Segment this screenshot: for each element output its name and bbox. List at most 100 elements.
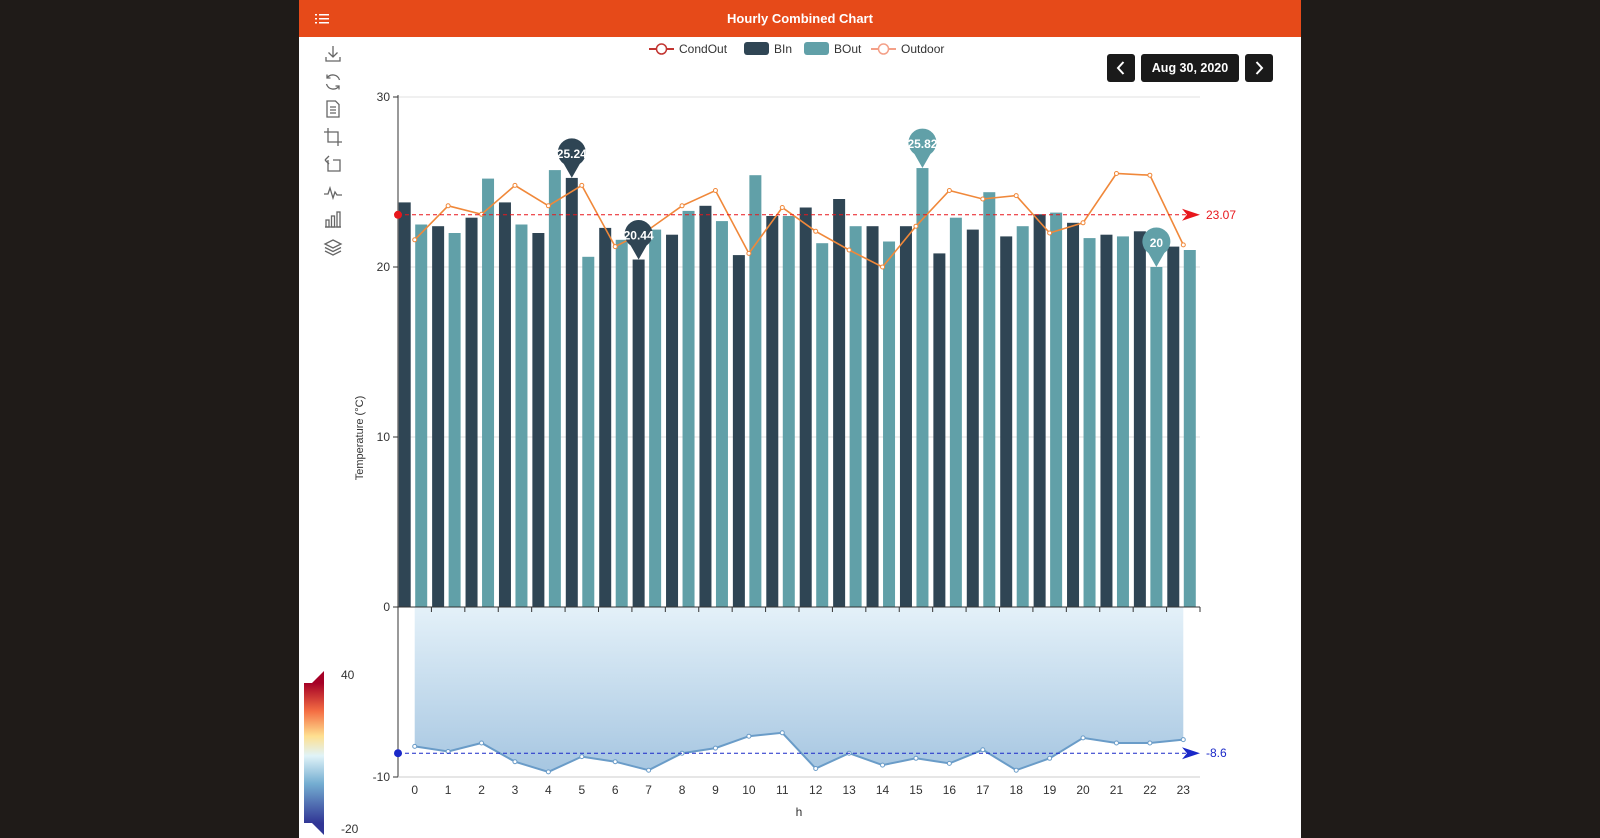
bar-bout[interactable] — [849, 226, 862, 607]
bar-bin[interactable] — [799, 207, 812, 608]
condout-point[interactable] — [1180, 242, 1186, 248]
bar-bout[interactable] — [916, 168, 929, 607]
mark-point-pin[interactable]: 25.24 — [557, 138, 587, 178]
legend-item-condout[interactable]: CondOut — [649, 42, 728, 56]
mark-point-pin[interactable]: 20 — [1142, 227, 1171, 267]
stack-icon[interactable] — [323, 237, 343, 257]
bar-bout[interactable] — [682, 210, 695, 607]
bar-bout[interactable] — [1116, 236, 1129, 607]
condout-point[interactable] — [913, 223, 919, 229]
condout-point[interactable] — [1047, 230, 1053, 236]
bar-bin[interactable] — [565, 177, 578, 608]
outdoor-point[interactable] — [913, 755, 919, 761]
prev-date-button[interactable] — [1107, 54, 1135, 82]
outdoor-point[interactable] — [1180, 737, 1186, 743]
bar-bin[interactable] — [398, 202, 411, 607]
outdoor-point[interactable] — [880, 762, 886, 768]
bar-bout[interactable] — [749, 175, 762, 607]
outdoor-point[interactable] — [1147, 740, 1153, 746]
visual-map-max-handle[interactable] — [312, 671, 324, 683]
bar-bout[interactable] — [649, 229, 662, 607]
bar-bout[interactable] — [415, 224, 428, 608]
outdoor-point[interactable] — [813, 766, 819, 771]
bar-bout[interactable] — [548, 170, 561, 607]
bar-bin[interactable] — [1067, 222, 1080, 608]
condout-point[interactable] — [746, 250, 752, 256]
bar-bin[interactable] — [1033, 214, 1046, 608]
zoom-icon[interactable] — [323, 127, 343, 147]
outdoor-point[interactable] — [980, 747, 986, 753]
outdoor-point[interactable] — [946, 760, 952, 766]
bar-bin[interactable] — [1133, 231, 1146, 608]
legend-item-outdoor[interactable]: Outdoor — [871, 42, 944, 56]
refresh-icon[interactable] — [323, 72, 343, 92]
outdoor-point[interactable] — [1080, 735, 1086, 741]
mark-point-pin[interactable]: 25.82 — [907, 128, 938, 169]
bar-bout[interactable] — [1016, 226, 1029, 607]
condout-point[interactable] — [445, 203, 451, 209]
bar-bin[interactable] — [498, 202, 511, 607]
list-menu-icon[interactable] — [315, 12, 331, 26]
condout-point[interactable] — [679, 203, 685, 209]
outdoor-point[interactable] — [479, 740, 485, 746]
outdoor-point[interactable] — [779, 730, 785, 736]
bar-bin[interactable] — [632, 259, 645, 607]
mark-point-pin[interactable]: 20.44 — [624, 220, 654, 260]
bar-bout[interactable] — [782, 216, 795, 607]
bar-bin[interactable] — [1167, 246, 1180, 607]
bar-bin[interactable] — [933, 253, 946, 607]
bar-bout[interactable] — [582, 256, 595, 607]
outdoor-point[interactable] — [412, 743, 418, 749]
data-view-icon[interactable] — [323, 99, 343, 119]
condout-point[interactable] — [1080, 220, 1086, 226]
bar-bout[interactable] — [515, 224, 528, 608]
condout-point[interactable] — [779, 205, 785, 210]
legend-item-bin[interactable]: BIn — [744, 42, 792, 56]
condout-point[interactable] — [1013, 193, 1019, 199]
condout-point[interactable] — [545, 203, 551, 209]
condout-point[interactable] — [412, 237, 418, 243]
bar-bout[interactable] — [983, 192, 996, 607]
condout-point[interactable] — [612, 244, 618, 250]
zoom-reset-icon[interactable] — [323, 154, 343, 174]
next-date-button[interactable] — [1245, 54, 1273, 82]
outdoor-point[interactable] — [1013, 767, 1019, 773]
outdoor-point[interactable] — [545, 769, 551, 775]
legend-item-bout[interactable]: BOut — [804, 42, 862, 56]
condout-point[interactable] — [980, 196, 986, 202]
condout-point[interactable] — [512, 182, 518, 188]
outdoor-point[interactable] — [1047, 755, 1053, 761]
bar-bout[interactable] — [715, 221, 728, 607]
bar-bin[interactable] — [532, 233, 545, 607]
bar-bout[interactable] — [1183, 250, 1196, 607]
bar-bin[interactable] — [599, 227, 612, 607]
date-display[interactable]: Aug 30, 2020 — [1141, 54, 1239, 82]
bar-bin[interactable] — [766, 216, 779, 607]
bar-bin[interactable] — [833, 199, 846, 607]
bar-bin[interactable] — [866, 226, 879, 607]
outdoor-point[interactable] — [746, 733, 752, 739]
bar-chart-icon[interactable] — [323, 209, 343, 229]
bar-bin[interactable] — [699, 205, 712, 608]
bar-bout[interactable] — [1150, 267, 1163, 607]
line-chart-icon[interactable] — [323, 182, 343, 202]
outdoor-point[interactable] — [1113, 740, 1119, 746]
bar-bout[interactable] — [816, 243, 829, 607]
bar-bin[interactable] — [432, 226, 445, 607]
bar-bout[interactable] — [1083, 238, 1096, 607]
condout-point[interactable] — [1147, 172, 1153, 178]
condout-point[interactable] — [846, 247, 852, 253]
bar-bout[interactable] — [482, 178, 495, 607]
outdoor-point[interactable] — [512, 759, 518, 765]
bar-bin[interactable] — [966, 229, 979, 607]
outdoor-point[interactable] — [646, 767, 652, 773]
bar-bin[interactable] — [465, 217, 478, 607]
download-icon[interactable] — [323, 44, 343, 64]
bar-bout[interactable] — [615, 239, 628, 608]
visual-map-min-handle[interactable] — [312, 823, 324, 835]
bar-bout[interactable] — [949, 217, 962, 607]
bar-bin[interactable] — [666, 234, 679, 607]
bar-bin[interactable] — [899, 226, 912, 607]
condout-point[interactable] — [579, 182, 585, 188]
bar-bout[interactable] — [883, 241, 896, 608]
